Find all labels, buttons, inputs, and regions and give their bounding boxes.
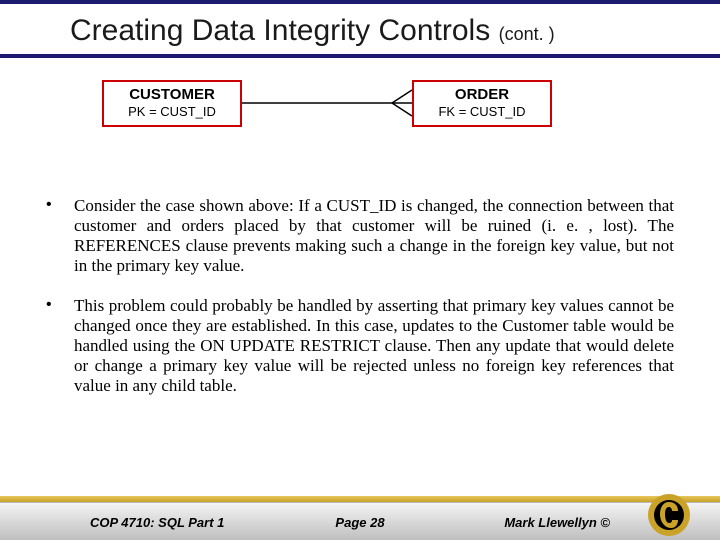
entity-customer: CUSTOMER PK = CUST_ID (102, 80, 242, 127)
slide: Creating Data Integrity Controls (cont. … (0, 0, 720, 540)
footer-page: Page 28 (0, 515, 720, 530)
list-item: • Consider the case shown above: If a CU… (46, 196, 674, 276)
page-title: Creating Data Integrity Controls (70, 14, 490, 47)
relationship-connector (242, 80, 412, 126)
entity-order-key: FK = CUST_ID (424, 104, 540, 119)
bullet-text-1: Consider the case shown above: If a CUST… (74, 196, 674, 276)
bullet-list: • Consider the case shown above: If a CU… (0, 170, 720, 396)
list-item: • This problem could probably be handled… (46, 296, 674, 396)
title-row: Creating Data Integrity Controls (cont. … (0, 4, 720, 58)
bullet-text-2: This problem could probably be handled b… (74, 296, 674, 396)
ucf-logo-icon (646, 492, 692, 538)
footer-author: Mark Llewellyn © (504, 515, 610, 530)
page-title-cont: (cont. ) (499, 24, 555, 44)
entity-order-name: ORDER (424, 86, 540, 103)
entity-customer-name: CUSTOMER (114, 86, 230, 103)
footer: COP 4710: SQL Part 1 Page 28 Mark Llewel… (0, 496, 720, 540)
bullet-icon: • (46, 196, 74, 276)
entity-customer-key: PK = CUST_ID (114, 104, 230, 119)
bullet-icon: • (46, 296, 74, 396)
entity-order: ORDER FK = CUST_ID (412, 80, 552, 127)
er-diagram: CUSTOMER PK = CUST_ID ORDER FK = CUST_ID (0, 80, 720, 170)
